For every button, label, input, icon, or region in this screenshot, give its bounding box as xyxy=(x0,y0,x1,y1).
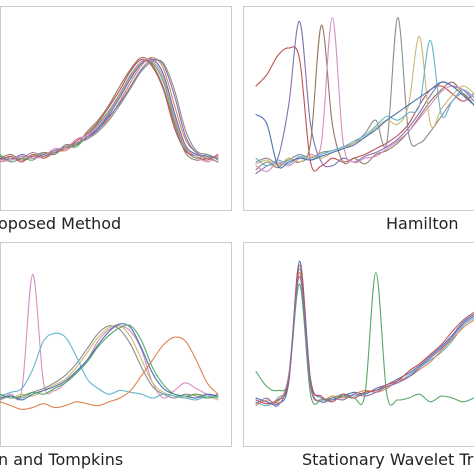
panel-stationary-wavelet: Stationary Wavelet Tr xyxy=(243,242,474,469)
plot-area xyxy=(255,260,474,407)
plot-area xyxy=(0,273,219,410)
signal-trace xyxy=(0,58,219,163)
panel-caption: n and Tompkins xyxy=(0,450,123,469)
signal-trace xyxy=(0,324,219,399)
panel-caption: Hamilton xyxy=(386,214,459,233)
signal-trace xyxy=(255,275,474,407)
signal-trace xyxy=(0,325,219,401)
panel-frame xyxy=(243,242,474,447)
panel-caption: Stationary Wavelet Tr xyxy=(302,450,474,469)
signal-trace xyxy=(255,17,474,165)
signal-trace xyxy=(255,39,474,167)
signal-trace xyxy=(255,81,474,169)
plot-area xyxy=(0,56,219,163)
panel-frame xyxy=(0,242,232,447)
panel-pan-and-tompkins: n and Tompkins xyxy=(0,242,232,469)
panel-frame xyxy=(243,6,474,211)
plot-area xyxy=(255,17,474,174)
panel-caption: oposed Method xyxy=(0,214,121,233)
signal-trace xyxy=(0,56,219,163)
signal-trace xyxy=(0,336,219,410)
signal-trace xyxy=(0,59,219,160)
panel-hamilton: Hamilton xyxy=(243,6,474,233)
signal-trace xyxy=(0,56,219,163)
signal-trace xyxy=(0,332,219,401)
signal-trace xyxy=(0,273,219,401)
panel-proposed-method: oposed Method xyxy=(0,6,232,233)
signal-trace xyxy=(255,17,474,173)
